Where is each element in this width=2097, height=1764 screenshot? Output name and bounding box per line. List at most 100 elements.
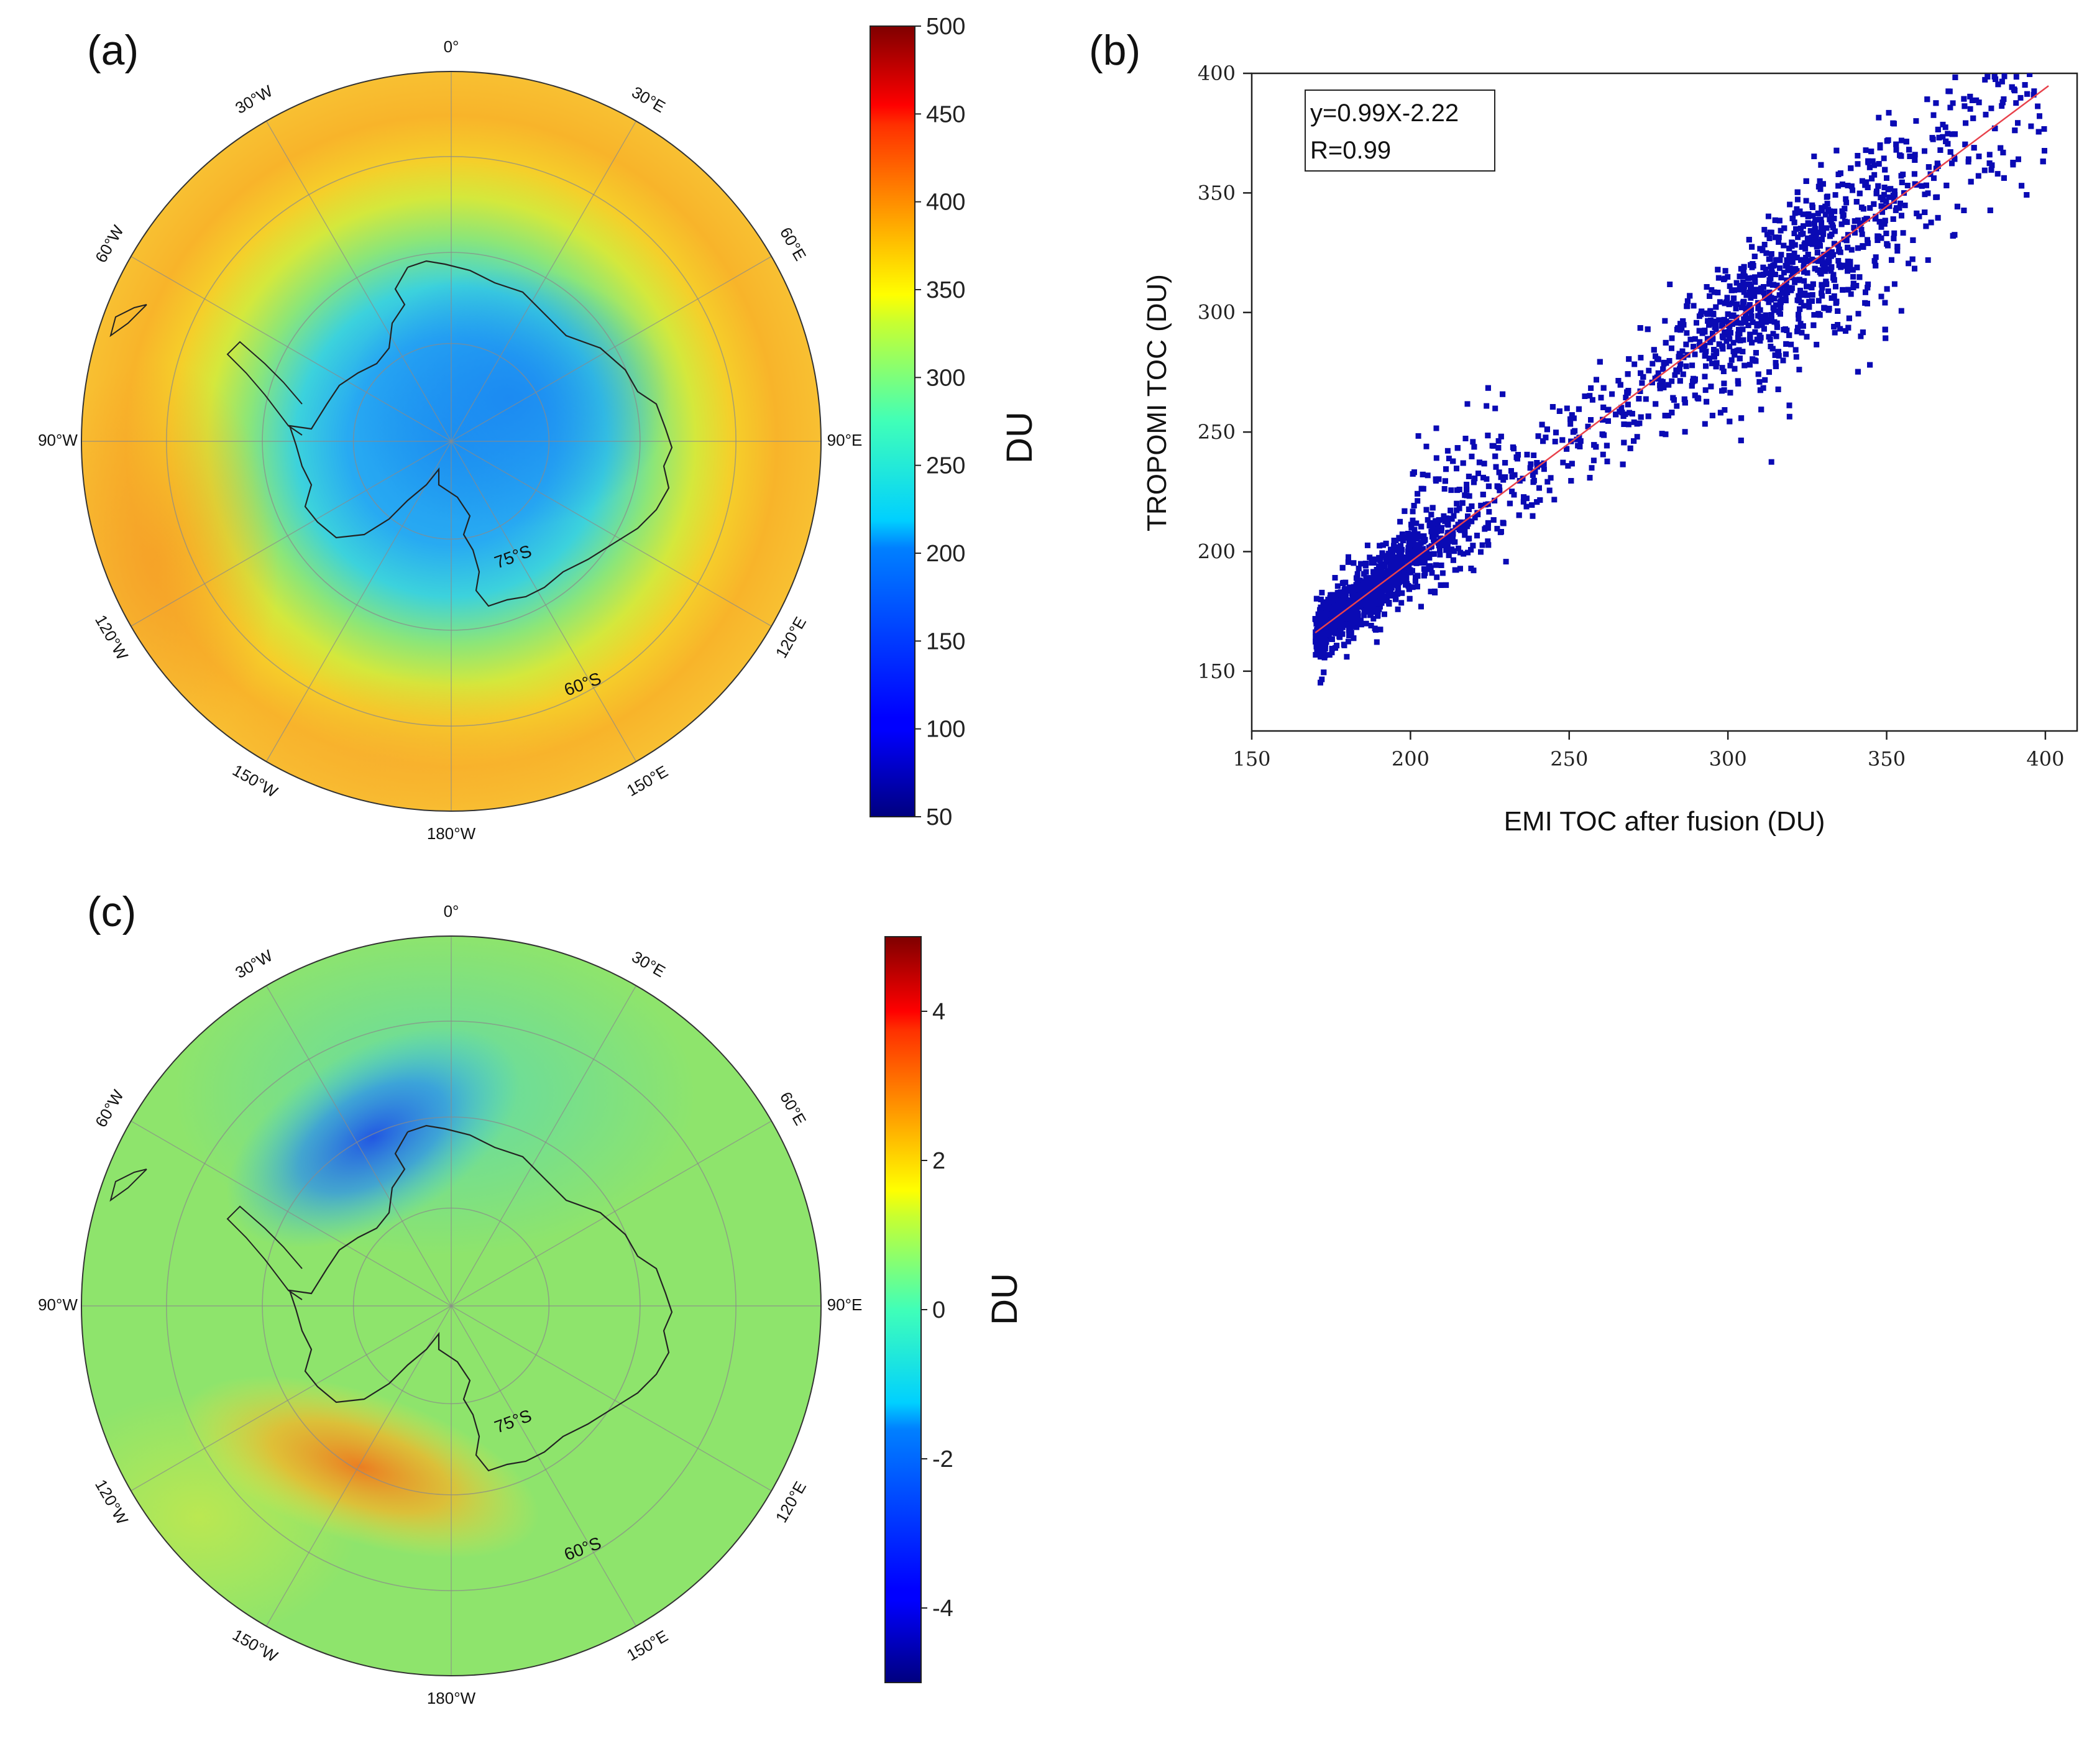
scatter-point (1567, 421, 1574, 427)
scatter-point (1708, 318, 1714, 323)
scatter-point (1853, 283, 1860, 289)
scatter-point (1884, 241, 1890, 247)
scatter-point (1412, 544, 1418, 549)
scatter-x-label: EMI TOC after fusion (DU) (1504, 806, 1825, 837)
scatter-point (1763, 315, 1769, 321)
panel-a: (a) 0° 30°E 60°E 90°E 120°E 150°E 180°W 150°W 12… (38, 14, 1040, 843)
lon-label-a: 90°W (38, 431, 78, 449)
scatter-point (1323, 639, 1329, 645)
graticule-meridian (131, 255, 452, 442)
scatter-point (1928, 219, 1934, 226)
scatter-point (1830, 224, 1836, 231)
scatter-point (1832, 329, 1838, 336)
scatter-point (1800, 231, 1806, 237)
scatter-point (1534, 499, 1540, 505)
scatter-point (1363, 620, 1369, 627)
scatter-point (1438, 582, 1444, 588)
scatter-point (1771, 295, 1778, 301)
scatter-point (1650, 361, 1656, 367)
colorbar-tick-label: 50 (926, 804, 952, 830)
scatter-point (1865, 300, 1870, 306)
scatter-point (1878, 224, 1884, 230)
scatter-point (1827, 233, 1833, 239)
scatter-point (1669, 410, 1675, 416)
scatter-point (1354, 579, 1361, 586)
scatter-point (1914, 210, 1920, 216)
scatter-point (1597, 359, 1603, 365)
scatter-point (2031, 88, 2037, 94)
colorbar-c-ticks: 4 2 0 -2 -4 (921, 999, 953, 1622)
scatter-point (1437, 551, 1443, 558)
scatter-point (1319, 645, 1325, 651)
scatter-point (1737, 356, 1743, 362)
scatter-point (1797, 306, 1803, 312)
scatter-point (1659, 431, 1665, 437)
scatter-point (1976, 99, 1982, 106)
scatter-point (1507, 500, 1513, 507)
scatter-point (1672, 372, 1678, 378)
scatter-point (1414, 584, 1420, 590)
scatter-point (1406, 586, 1412, 592)
scatter-point (1433, 476, 1439, 482)
scatter-point (1791, 231, 1797, 236)
scatter-point (1665, 413, 1671, 419)
scatter-point (1826, 305, 1832, 311)
annotation-box (1305, 90, 1495, 172)
scatter-point (1382, 611, 1387, 617)
scatter-point (1415, 490, 1421, 497)
scatter-point (1818, 270, 1824, 277)
scatter-point (1758, 286, 1764, 292)
scatter-point (1934, 194, 1940, 200)
scatter-point (1796, 277, 1801, 283)
scatter-point (1981, 167, 1988, 173)
scatter-point (1424, 549, 1429, 554)
scatter-point (1749, 244, 1755, 250)
scatter-point (1659, 379, 1666, 385)
scatter-point (1786, 332, 1792, 338)
scatter-point (1498, 474, 1504, 480)
scatter-point (1732, 352, 1738, 358)
scatter-point (1925, 257, 1931, 263)
scatter-point (1891, 281, 1897, 287)
scatter-point (1600, 451, 1606, 457)
scatter-point (1760, 264, 1766, 270)
scatter-point (1366, 577, 1372, 582)
scatter-point (1876, 114, 1882, 121)
scatter-point (1749, 339, 1755, 346)
scatter-point (1710, 336, 1716, 342)
scatter-point (1825, 288, 1832, 294)
graticule-meridian (451, 1120, 772, 1307)
scatter-point (1582, 393, 1588, 399)
scatter-point (2010, 160, 2016, 166)
scatter-point (1999, 99, 2006, 106)
scatter-point (1691, 344, 1696, 350)
scatter-point (1766, 236, 1773, 241)
scatter-point (1709, 413, 1715, 418)
scatter-point (1571, 415, 1577, 421)
scatter-point (1871, 258, 1878, 264)
scatter-point (1879, 209, 1886, 215)
scatter-point (1334, 583, 1341, 589)
scatter-point (1912, 152, 1918, 158)
scatter-point (1699, 347, 1705, 353)
scatter-point (1383, 540, 1389, 546)
scatter-point (1532, 469, 1538, 475)
colorbar-tick-label: 150 (926, 628, 965, 655)
scatter-point (2039, 7, 2044, 13)
colorbar-tick-label: 2 (932, 1148, 945, 1174)
scatter-point (1794, 196, 1801, 203)
scatter-point (1431, 536, 1437, 543)
scatter-point (1798, 300, 1804, 305)
scatter-point (1835, 258, 1842, 264)
scatter-point (1322, 615, 1328, 622)
scatter-point (1705, 318, 1711, 324)
scatter-point (1746, 281, 1752, 287)
scatter-point (1680, 371, 1686, 377)
scatter-point (1831, 241, 1837, 247)
scatter-point (1326, 623, 1333, 630)
scatter-point (2040, 158, 2046, 165)
scatter-point (1321, 669, 1327, 676)
scatter-point (1870, 158, 1876, 164)
scatter-point (1789, 285, 1795, 292)
scatter-point (1677, 378, 1683, 384)
